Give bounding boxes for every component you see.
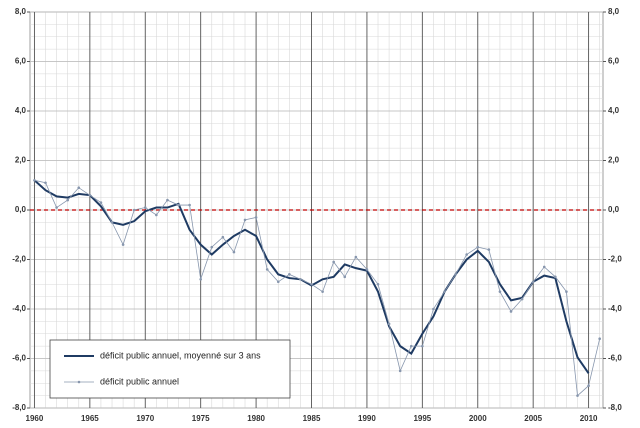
- marker: [288, 273, 291, 276]
- y2-tick-label: -4,0: [608, 304, 622, 313]
- x-tick-label: 2000: [469, 414, 487, 423]
- marker: [276, 280, 280, 284]
- y2-tick-label: 8,0: [608, 7, 620, 16]
- y2-tick-label: 2,0: [608, 156, 620, 165]
- marker: [387, 322, 391, 326]
- marker: [498, 290, 502, 293]
- marker: [576, 394, 579, 397]
- legend-marker: [77, 380, 81, 384]
- series-line: [34, 179, 601, 397]
- marker: [110, 221, 114, 224]
- legend: [49, 339, 291, 399]
- marker: [55, 206, 58, 209]
- x-tick-label: 1960: [26, 414, 44, 423]
- marker: [354, 255, 358, 259]
- marker: [243, 218, 247, 222]
- marker: [199, 278, 202, 281]
- marker: [321, 290, 324, 293]
- marker: [299, 278, 302, 281]
- marker: [487, 248, 491, 251]
- y-tick-label: -8,0: [12, 403, 26, 412]
- marker: [587, 384, 590, 388]
- x-tick-label: 1990: [358, 414, 376, 423]
- legend-label: déficit public annuel: [100, 376, 179, 386]
- marker: [454, 273, 457, 276]
- marker: [232, 250, 236, 254]
- x-tick-label: 1965: [81, 414, 99, 423]
- y-tick-label: -6,0: [12, 354, 26, 363]
- marker: [509, 310, 513, 313]
- marker: [343, 275, 347, 279]
- marker: [88, 193, 92, 197]
- x-tick-label: 1980: [247, 414, 265, 423]
- marker: [254, 216, 258, 219]
- marker: [143, 206, 147, 209]
- marker: [310, 282, 313, 286]
- marker: [565, 290, 568, 293]
- marker: [66, 198, 69, 202]
- y2-tick-label: 0,0: [608, 205, 620, 214]
- marker: [531, 280, 535, 284]
- y-tick-label: 2,0: [15, 156, 27, 165]
- marker: [365, 268, 369, 271]
- marker: [421, 344, 424, 348]
- marker: [443, 290, 446, 293]
- y2-tick-label: 6,0: [608, 57, 620, 66]
- y-tick-label: 0,0: [15, 205, 27, 214]
- y2-tick-label: 4,0: [608, 106, 620, 115]
- marker: [398, 369, 402, 373]
- marker: [210, 245, 214, 249]
- x-tick-label: 1995: [413, 414, 431, 423]
- marker: [376, 282, 380, 286]
- marker: [155, 213, 158, 217]
- marker: [598, 337, 601, 341]
- x-tick-label: 1985: [303, 414, 321, 423]
- marker: [465, 253, 468, 256]
- x-tick-label: 2005: [524, 414, 542, 423]
- y2-tick-label: -6,0: [608, 354, 622, 363]
- marker: [166, 198, 169, 202]
- legend-label: déficit public annuel, moyenné sur 3 ans: [100, 350, 261, 360]
- marker: [554, 275, 557, 279]
- y-tick-label: -4,0: [12, 304, 26, 313]
- marker: [409, 344, 413, 348]
- marker: [121, 243, 125, 246]
- marker: [265, 268, 269, 271]
- x-tick-label: 2010: [580, 414, 598, 423]
- x-tick-label: 1975: [192, 414, 210, 423]
- y-tick-label: 6,0: [15, 57, 27, 66]
- marker: [432, 307, 435, 311]
- marker: [99, 201, 103, 204]
- y-tick-label: 8,0: [15, 7, 27, 16]
- marker: [221, 235, 225, 239]
- y-tick-label: 4,0: [15, 106, 27, 115]
- y2-tick-label: -8,0: [608, 403, 622, 412]
- y-tick-label: -2,0: [12, 255, 26, 264]
- y2-tick-label: -2,0: [608, 255, 622, 264]
- marker: [542, 265, 546, 269]
- marker: [332, 260, 335, 264]
- marker: [188, 203, 191, 207]
- marker: [132, 208, 136, 212]
- marker: [77, 186, 81, 190]
- x-tick-label: 1970: [136, 414, 154, 423]
- marker: [33, 179, 36, 182]
- marker: [44, 181, 47, 185]
- marker: [177, 203, 180, 207]
- marker: [520, 297, 524, 301]
- marker: [476, 245, 480, 249]
